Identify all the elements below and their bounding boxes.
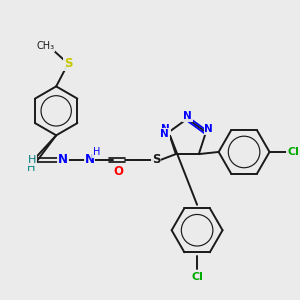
Text: H: H — [27, 163, 35, 172]
Text: N: N — [183, 111, 192, 121]
Text: H: H — [93, 147, 100, 157]
Text: S: S — [152, 153, 160, 166]
Text: Cl: Cl — [191, 272, 203, 282]
Text: O: O — [114, 165, 124, 178]
Text: CH₃: CH₃ — [36, 41, 55, 51]
Text: N: N — [58, 153, 68, 166]
Text: N: N — [85, 153, 94, 166]
Text: S: S — [64, 57, 72, 70]
Text: N: N — [161, 124, 170, 134]
Text: N: N — [205, 124, 213, 134]
Text: N: N — [160, 129, 169, 139]
Text: Cl: Cl — [287, 147, 299, 157]
Text: H: H — [28, 155, 36, 165]
